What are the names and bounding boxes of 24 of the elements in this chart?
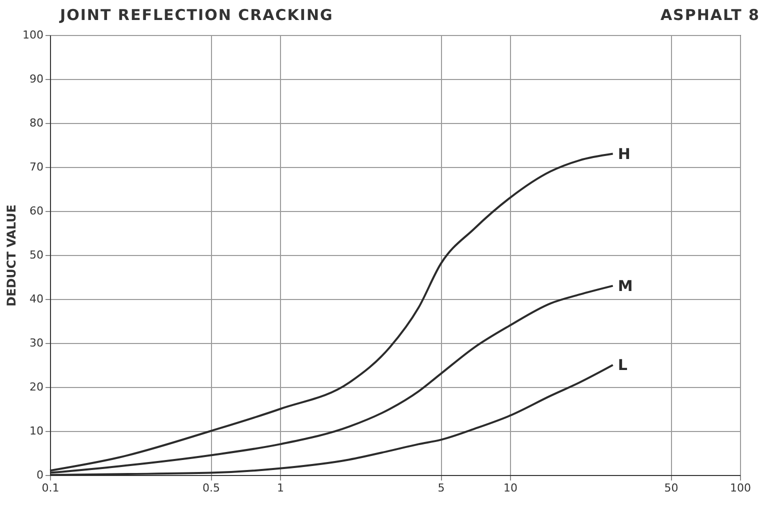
y-tick-label: 90 (30, 72, 44, 86)
y-tick-label: 50 (30, 248, 44, 262)
x-tick-label: 10 (504, 482, 518, 494)
y-tick-label: 30 (30, 336, 44, 350)
series-label: L (618, 356, 628, 374)
y-tick-label: 60 (30, 204, 44, 218)
y-tick-label: 0 (36, 468, 44, 482)
y-axis-title: DEDUCT VALUE (4, 204, 19, 306)
y-tick-label: 20 (30, 380, 44, 394)
y-tick-label: 10 (30, 424, 44, 438)
series-label: H (618, 144, 630, 163)
x-tick-label: 50 (664, 482, 678, 494)
x-tick-label: 100 (730, 482, 751, 494)
series-label: M (618, 276, 633, 295)
y-tick-label: 80 (30, 116, 44, 130)
chart-title: JOINT REFLECTION CRACKING (60, 6, 334, 24)
x-tick-label: 1 (277, 482, 284, 494)
y-tick-label: 40 (30, 292, 44, 306)
y-tick-label: 100 (22, 28, 44, 42)
chart-subtitle: ASPHALT 8 (660, 6, 760, 24)
y-tick-label: 70 (30, 160, 44, 174)
x-tick-label: 0.5 (202, 482, 220, 494)
x-tick-label: 5 (438, 482, 445, 494)
x-tick-label: 0.1 (42, 482, 60, 494)
